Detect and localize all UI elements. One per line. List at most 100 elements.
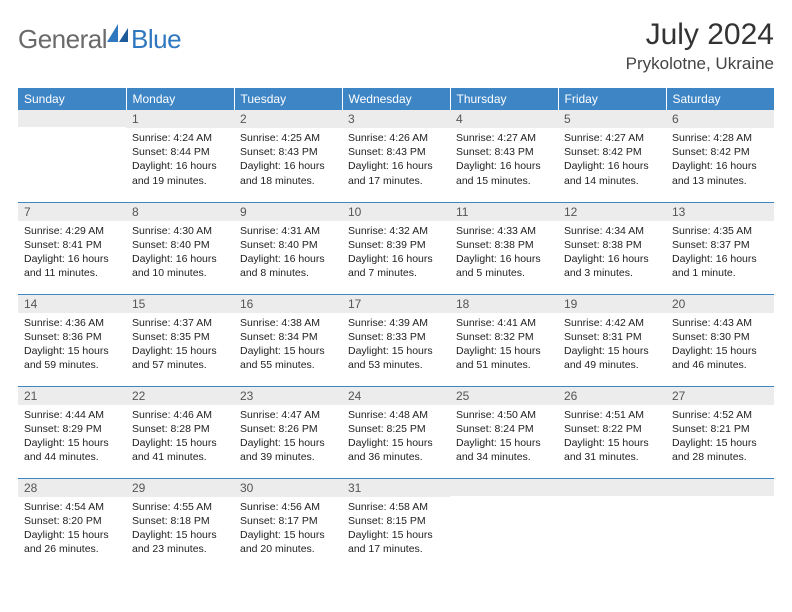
calendar-cell (666, 478, 774, 570)
brand-logo: General Blue (18, 24, 181, 55)
day-details: Sunrise: 4:32 AMSunset: 8:39 PMDaylight:… (342, 221, 450, 287)
calendar-header-row: SundayMondayTuesdayWednesdayThursdayFrid… (18, 88, 774, 110)
day-details: Sunrise: 4:25 AMSunset: 8:43 PMDaylight:… (234, 128, 342, 194)
day-details: Sunrise: 4:56 AMSunset: 8:17 PMDaylight:… (234, 497, 342, 563)
day-number: 3 (342, 110, 450, 128)
day-number: 29 (126, 479, 234, 497)
day-number: 31 (342, 479, 450, 497)
calendar-cell: 23Sunrise: 4:47 AMSunset: 8:26 PMDayligh… (234, 386, 342, 478)
day-number: 30 (234, 479, 342, 497)
day-number: 18 (450, 295, 558, 313)
header: General Blue July 2024 Prykolotne, Ukrai… (18, 18, 774, 74)
day-number: 22 (126, 387, 234, 405)
calendar-row: 7Sunrise: 4:29 AMSunset: 8:41 PMDaylight… (18, 202, 774, 294)
day-details: Sunrise: 4:42 AMSunset: 8:31 PMDaylight:… (558, 313, 666, 379)
location: Prykolotne, Ukraine (626, 54, 774, 74)
calendar-cell: 25Sunrise: 4:50 AMSunset: 8:24 PMDayligh… (450, 386, 558, 478)
calendar-cell: 7Sunrise: 4:29 AMSunset: 8:41 PMDaylight… (18, 202, 126, 294)
day-details: Sunrise: 4:38 AMSunset: 8:34 PMDaylight:… (234, 313, 342, 379)
day-number: 21 (18, 387, 126, 405)
weekday-header: Thursday (450, 88, 558, 110)
calendar-cell: 27Sunrise: 4:52 AMSunset: 8:21 PMDayligh… (666, 386, 774, 478)
day-number: 13 (666, 203, 774, 221)
brand-part1: General (18, 24, 107, 55)
day-number: 20 (666, 295, 774, 313)
day-number: 5 (558, 110, 666, 128)
calendar-cell: 1Sunrise: 4:24 AMSunset: 8:44 PMDaylight… (126, 110, 234, 202)
calendar-cell: 20Sunrise: 4:43 AMSunset: 8:30 PMDayligh… (666, 294, 774, 386)
calendar-cell: 5Sunrise: 4:27 AMSunset: 8:42 PMDaylight… (558, 110, 666, 202)
day-details: Sunrise: 4:28 AMSunset: 8:42 PMDaylight:… (666, 128, 774, 194)
day-details: Sunrise: 4:47 AMSunset: 8:26 PMDaylight:… (234, 405, 342, 471)
day-details: Sunrise: 4:36 AMSunset: 8:36 PMDaylight:… (18, 313, 126, 379)
day-number: 2 (234, 110, 342, 128)
day-details: Sunrise: 4:51 AMSunset: 8:22 PMDaylight:… (558, 405, 666, 471)
day-details: Sunrise: 4:35 AMSunset: 8:37 PMDaylight:… (666, 221, 774, 287)
calendar-row: 21Sunrise: 4:44 AMSunset: 8:29 PMDayligh… (18, 386, 774, 478)
day-number: 9 (234, 203, 342, 221)
day-number (18, 110, 126, 127)
day-number: 26 (558, 387, 666, 405)
day-number: 24 (342, 387, 450, 405)
day-details: Sunrise: 4:27 AMSunset: 8:42 PMDaylight:… (558, 128, 666, 194)
day-details: Sunrise: 4:31 AMSunset: 8:40 PMDaylight:… (234, 221, 342, 287)
day-number: 7 (18, 203, 126, 221)
calendar-cell: 8Sunrise: 4:30 AMSunset: 8:40 PMDaylight… (126, 202, 234, 294)
day-number: 1 (126, 110, 234, 128)
weekday-header: Sunday (18, 88, 126, 110)
calendar-cell: 26Sunrise: 4:51 AMSunset: 8:22 PMDayligh… (558, 386, 666, 478)
weekday-header: Wednesday (342, 88, 450, 110)
calendar-cell: 15Sunrise: 4:37 AMSunset: 8:35 PMDayligh… (126, 294, 234, 386)
day-number: 10 (342, 203, 450, 221)
day-number: 28 (18, 479, 126, 497)
day-number: 4 (450, 110, 558, 128)
day-number: 25 (450, 387, 558, 405)
calendar-cell: 10Sunrise: 4:32 AMSunset: 8:39 PMDayligh… (342, 202, 450, 294)
day-number: 17 (342, 295, 450, 313)
brand-part2: Blue (131, 24, 181, 55)
day-number: 19 (558, 295, 666, 313)
weekday-header: Tuesday (234, 88, 342, 110)
calendar-cell (558, 478, 666, 570)
day-details: Sunrise: 4:37 AMSunset: 8:35 PMDaylight:… (126, 313, 234, 379)
sail-icon (107, 24, 129, 47)
calendar-row: 1Sunrise: 4:24 AMSunset: 8:44 PMDaylight… (18, 110, 774, 202)
calendar-cell: 9Sunrise: 4:31 AMSunset: 8:40 PMDaylight… (234, 202, 342, 294)
day-number: 23 (234, 387, 342, 405)
calendar-body: 1Sunrise: 4:24 AMSunset: 8:44 PMDaylight… (18, 110, 774, 570)
calendar-cell: 16Sunrise: 4:38 AMSunset: 8:34 PMDayligh… (234, 294, 342, 386)
calendar-cell: 29Sunrise: 4:55 AMSunset: 8:18 PMDayligh… (126, 478, 234, 570)
day-details: Sunrise: 4:58 AMSunset: 8:15 PMDaylight:… (342, 497, 450, 563)
day-number (558, 479, 666, 496)
calendar-table: SundayMondayTuesdayWednesdayThursdayFrid… (18, 88, 774, 570)
day-details: Sunrise: 4:24 AMSunset: 8:44 PMDaylight:… (126, 128, 234, 194)
day-details: Sunrise: 4:44 AMSunset: 8:29 PMDaylight:… (18, 405, 126, 471)
calendar-row: 14Sunrise: 4:36 AMSunset: 8:36 PMDayligh… (18, 294, 774, 386)
day-number (666, 479, 774, 496)
day-details: Sunrise: 4:48 AMSunset: 8:25 PMDaylight:… (342, 405, 450, 471)
weekday-header: Monday (126, 88, 234, 110)
day-number: 11 (450, 203, 558, 221)
calendar-cell: 2Sunrise: 4:25 AMSunset: 8:43 PMDaylight… (234, 110, 342, 202)
day-details: Sunrise: 4:41 AMSunset: 8:32 PMDaylight:… (450, 313, 558, 379)
day-details: Sunrise: 4:54 AMSunset: 8:20 PMDaylight:… (18, 497, 126, 563)
day-number: 12 (558, 203, 666, 221)
calendar-cell (18, 110, 126, 202)
calendar-cell: 22Sunrise: 4:46 AMSunset: 8:28 PMDayligh… (126, 386, 234, 478)
day-details: Sunrise: 4:46 AMSunset: 8:28 PMDaylight:… (126, 405, 234, 471)
calendar-cell (450, 478, 558, 570)
day-details: Sunrise: 4:43 AMSunset: 8:30 PMDaylight:… (666, 313, 774, 379)
day-details: Sunrise: 4:39 AMSunset: 8:33 PMDaylight:… (342, 313, 450, 379)
title-block: July 2024 Prykolotne, Ukraine (626, 18, 774, 74)
calendar-cell: 24Sunrise: 4:48 AMSunset: 8:25 PMDayligh… (342, 386, 450, 478)
weekday-header: Friday (558, 88, 666, 110)
day-number: 6 (666, 110, 774, 128)
calendar-cell: 18Sunrise: 4:41 AMSunset: 8:32 PMDayligh… (450, 294, 558, 386)
calendar-cell: 21Sunrise: 4:44 AMSunset: 8:29 PMDayligh… (18, 386, 126, 478)
day-details: Sunrise: 4:30 AMSunset: 8:40 PMDaylight:… (126, 221, 234, 287)
calendar-cell: 3Sunrise: 4:26 AMSunset: 8:43 PMDaylight… (342, 110, 450, 202)
calendar-cell: 19Sunrise: 4:42 AMSunset: 8:31 PMDayligh… (558, 294, 666, 386)
calendar-cell: 17Sunrise: 4:39 AMSunset: 8:33 PMDayligh… (342, 294, 450, 386)
calendar-cell: 28Sunrise: 4:54 AMSunset: 8:20 PMDayligh… (18, 478, 126, 570)
month-title: July 2024 (626, 18, 774, 52)
